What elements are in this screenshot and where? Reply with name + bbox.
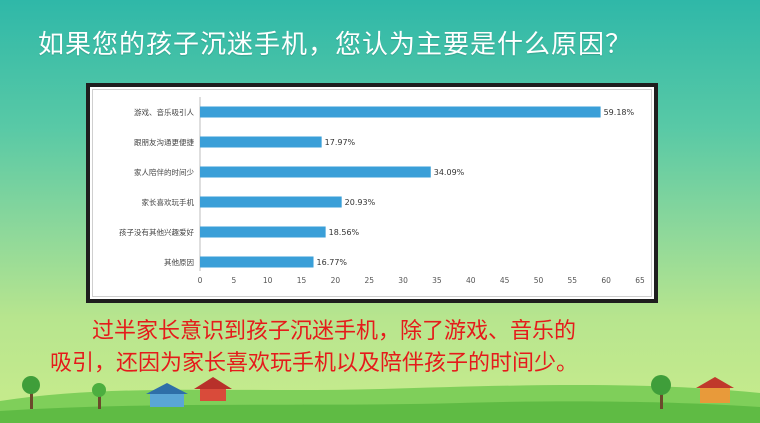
value-label: 20.93% (345, 198, 376, 207)
x-tick-label: 15 (297, 276, 307, 285)
x-tick-label: 60 (601, 276, 611, 285)
summary-note: 过半家长意识到孩子沉迷手机，除了游戏、音乐的 吸引，还因为家长喜欢玩手机以及陪伴… (50, 316, 730, 380)
x-tick-label: 50 (534, 276, 544, 285)
value-label: 18.56% (329, 228, 360, 237)
chart-panel (92, 89, 652, 297)
x-tick-label: 35 (432, 276, 442, 285)
category-label: 其他原因 (164, 257, 194, 267)
x-tick-label: 0 (198, 276, 203, 285)
x-tick-label: 40 (466, 276, 476, 285)
x-tick-label: 30 (398, 276, 408, 285)
x-tick-label: 10 (263, 276, 273, 285)
bar (200, 166, 431, 178)
bar (200, 106, 601, 118)
x-tick-label: 45 (500, 276, 510, 285)
bar (200, 136, 322, 148)
x-tick-label: 20 (331, 276, 341, 285)
slide-title: 如果您的孩子沉迷手机，您认为主要是什么原因？ (38, 30, 633, 60)
tree-icon (22, 376, 40, 409)
category-label: 跟朋友沟通更便捷 (134, 137, 194, 147)
x-tick-label: 25 (364, 276, 374, 285)
x-tick-label: 55 (568, 276, 578, 285)
chart-frame: 游戏、音乐吸引人 59.18% 跟朋友沟通更便捷 17.97% 家人陪伴的时间少 34.0… (86, 83, 658, 303)
house-icon (696, 377, 734, 403)
bar (200, 226, 326, 238)
bar-chart: 游戏、音乐吸引人 59.18% 跟朋友沟通更便捷 17.97% 家人陪伴的时间少 34.0… (119, 97, 645, 285)
bar (200, 196, 342, 208)
value-label: 34.09% (434, 168, 465, 177)
pagoda-icon (194, 377, 232, 401)
value-label: 59.18% (604, 108, 635, 117)
category-label: 孩子没有其他兴趣爱好 (119, 227, 194, 237)
bar (200, 256, 314, 268)
house-icon (146, 383, 188, 407)
category-label: 家长喜欢玩手机 (142, 197, 195, 207)
category-label: 家人陪伴的时间少 (134, 167, 194, 177)
summary-note-line-1: 过半家长意识到孩子沉迷手机，除了游戏、音乐的 (92, 319, 577, 344)
tree-icon (651, 375, 671, 409)
value-label: 16.77% (317, 258, 348, 267)
summary-note-line-2: 吸引，还因为家长喜欢玩手机以及陪伴孩子的时间少。 (50, 351, 579, 376)
x-tick-label: 5 (231, 276, 236, 285)
x-tick-label: 65 (635, 276, 645, 285)
value-label: 17.97% (325, 138, 356, 147)
category-label: 游戏、音乐吸引人 (134, 107, 194, 117)
tree-icon (92, 383, 106, 409)
